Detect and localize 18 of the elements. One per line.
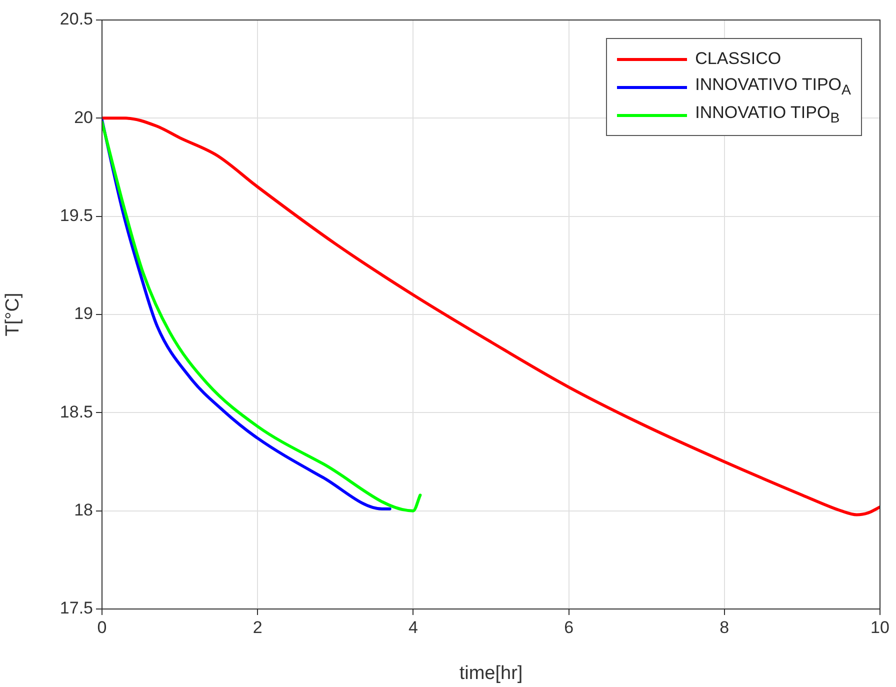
y-tick-label: 18.5 [60,402,93,422]
x-tick-label: 10 [870,618,890,637]
x-tick-label: 4 [408,618,418,637]
y-tick-label: 19 [74,304,93,324]
y-tick-label: 17.5 [60,598,93,618]
x-axis-title: time[hr] [459,662,523,684]
y-tick-label: 18 [74,500,93,520]
legend-label: INNOVATIO TIPO$_{B}$ [695,103,840,127]
legend-label: INNOVATIVO TIPO$_{A}$ [695,75,851,99]
y-tick-label: 20.5 [60,10,93,29]
x-tick-label: 2 [252,618,262,637]
legend-label: CLASSICO [695,49,782,69]
y-tick-label: 20 [74,108,93,127]
y-axis-title: T[°C] [2,292,24,336]
y-tick-label: 19.5 [60,206,93,226]
x-tick-label: 6 [564,618,574,637]
x-tick-label: 8 [720,618,730,637]
x-tick-label: 0 [97,618,107,637]
